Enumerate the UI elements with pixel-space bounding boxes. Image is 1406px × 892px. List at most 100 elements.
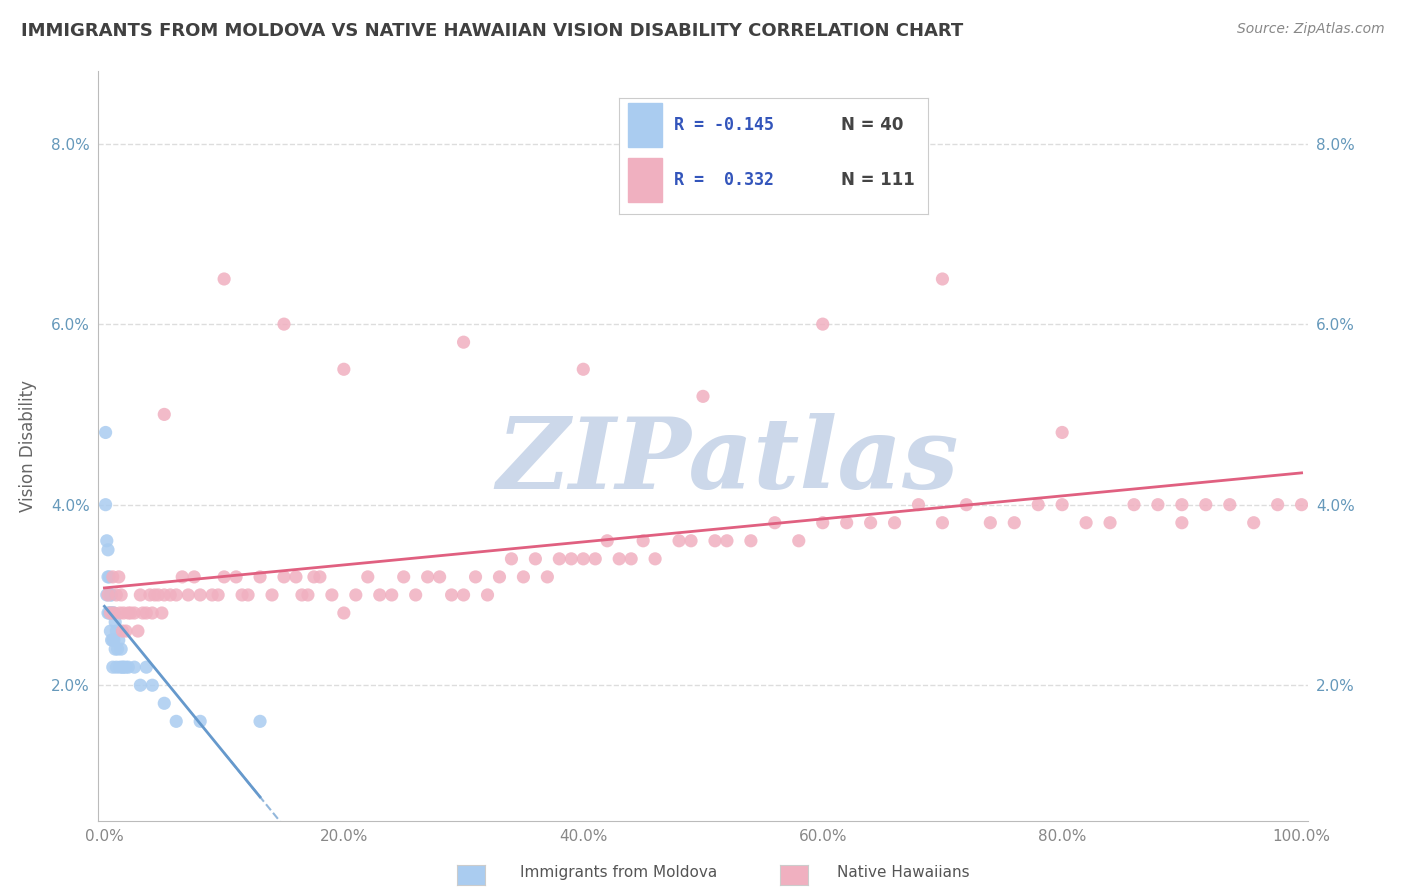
Point xyxy=(96,588,118,602)
Point xyxy=(141,678,163,692)
Point xyxy=(405,588,427,602)
Point xyxy=(111,660,134,674)
Point xyxy=(440,588,463,602)
Point xyxy=(607,552,630,566)
Text: N = 40: N = 40 xyxy=(841,116,904,134)
Point xyxy=(357,570,380,584)
Point xyxy=(1002,516,1025,530)
Point xyxy=(103,633,125,648)
Point xyxy=(596,533,619,548)
Point xyxy=(297,588,319,602)
Point xyxy=(110,642,132,657)
Point xyxy=(100,624,122,638)
Point xyxy=(381,588,404,602)
Text: Native Hawaiians: Native Hawaiians xyxy=(837,865,969,880)
Point xyxy=(1147,498,1170,512)
Point xyxy=(132,606,155,620)
Point xyxy=(97,570,120,584)
Point xyxy=(100,606,122,620)
Point xyxy=(273,317,295,331)
Point xyxy=(692,389,714,403)
Point xyxy=(97,606,120,620)
Point xyxy=(172,570,194,584)
Point xyxy=(98,570,121,584)
Point xyxy=(979,516,1001,530)
Point xyxy=(416,570,439,584)
Point xyxy=(111,624,134,638)
Point xyxy=(110,588,132,602)
Point xyxy=(124,606,146,620)
Point xyxy=(835,516,858,530)
Point xyxy=(127,624,149,638)
Point xyxy=(98,606,121,620)
Point xyxy=(1291,498,1313,512)
Text: Immigrants from Moldova: Immigrants from Moldova xyxy=(520,865,717,880)
Point xyxy=(1195,498,1218,512)
Point xyxy=(811,516,834,530)
Point xyxy=(100,588,122,602)
Point xyxy=(368,588,391,602)
Point xyxy=(668,533,690,548)
Point xyxy=(103,606,125,620)
Point xyxy=(321,588,343,602)
Point xyxy=(135,660,157,674)
Point xyxy=(94,425,117,440)
Point xyxy=(112,660,135,674)
Point xyxy=(177,588,200,602)
Point xyxy=(105,660,128,674)
Point xyxy=(333,362,356,376)
Y-axis label: Vision Disability: Vision Disability xyxy=(20,380,38,512)
Point xyxy=(236,588,259,602)
Point xyxy=(97,588,120,602)
Point xyxy=(560,552,582,566)
Point xyxy=(931,516,953,530)
Point xyxy=(100,633,122,648)
Point xyxy=(107,570,129,584)
Point xyxy=(453,335,475,350)
Point xyxy=(453,588,475,602)
Point xyxy=(148,588,170,602)
Point xyxy=(620,552,643,566)
Point xyxy=(104,642,127,657)
Point xyxy=(309,570,332,584)
Point xyxy=(207,588,229,602)
Point xyxy=(165,588,187,602)
Point xyxy=(536,570,558,584)
Text: IMMIGRANTS FROM MOLDOVA VS NATIVE HAWAIIAN VISION DISABILITY CORRELATION CHART: IMMIGRANTS FROM MOLDOVA VS NATIVE HAWAII… xyxy=(21,22,963,40)
Point xyxy=(129,678,152,692)
Point xyxy=(859,516,882,530)
Point xyxy=(100,606,122,620)
Point xyxy=(231,588,253,602)
Point xyxy=(225,570,247,584)
Point xyxy=(273,570,295,584)
Point xyxy=(153,408,176,422)
Text: N = 111: N = 111 xyxy=(841,171,915,189)
Point xyxy=(249,714,271,729)
Point xyxy=(1026,498,1049,512)
Point xyxy=(105,588,128,602)
Point xyxy=(105,624,128,638)
Point xyxy=(501,552,523,566)
Point xyxy=(135,606,157,620)
Point xyxy=(124,660,146,674)
Point xyxy=(392,570,415,584)
Point xyxy=(955,498,977,512)
Text: ZIPatlas: ZIPatlas xyxy=(496,413,959,509)
Point xyxy=(104,615,127,629)
Point xyxy=(201,588,224,602)
Point xyxy=(284,570,307,584)
Point xyxy=(1267,498,1289,512)
Point xyxy=(260,588,283,602)
Point xyxy=(117,660,139,674)
Point xyxy=(302,570,325,584)
Point xyxy=(488,570,510,584)
Point xyxy=(644,552,666,566)
Point xyxy=(153,696,176,710)
Point xyxy=(1171,498,1194,512)
Text: R = -0.145: R = -0.145 xyxy=(675,116,775,134)
Point xyxy=(100,606,122,620)
Point xyxy=(704,533,727,548)
Point xyxy=(1050,498,1073,512)
Point xyxy=(107,633,129,648)
Point xyxy=(631,533,654,548)
